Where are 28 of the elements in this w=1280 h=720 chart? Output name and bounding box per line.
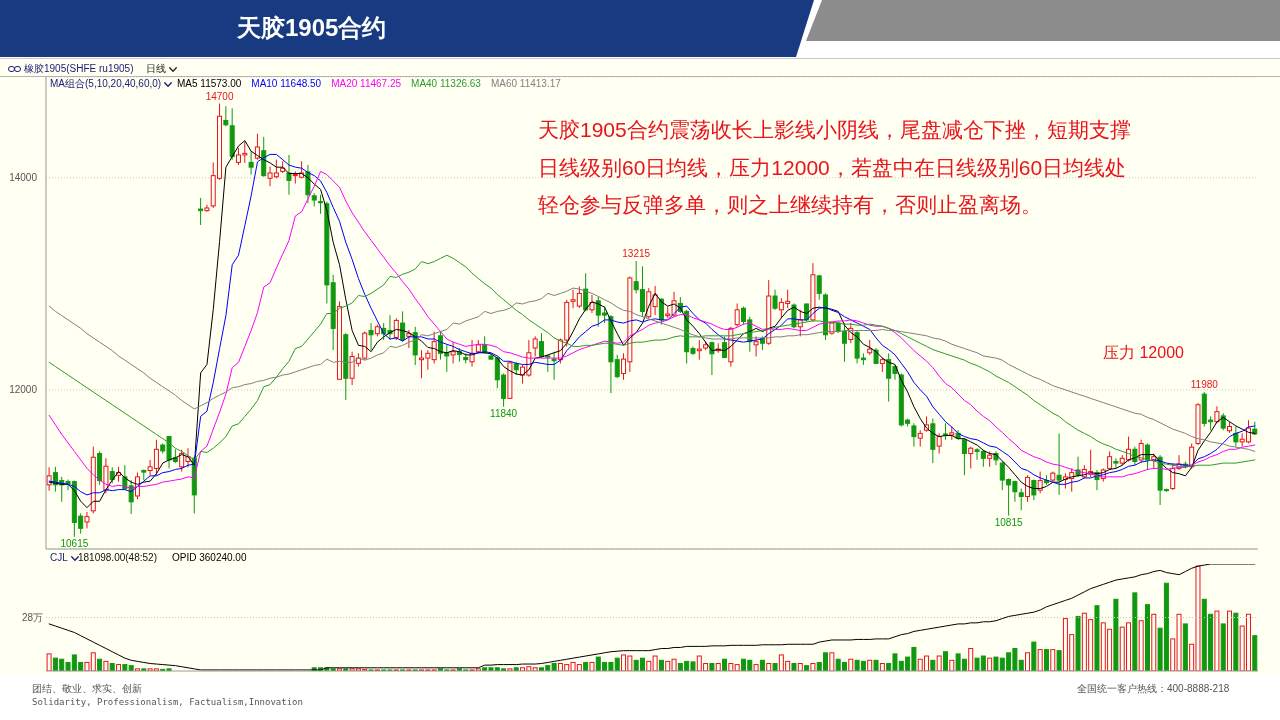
annotation: 10615 <box>60 537 89 550</box>
annotation: 11980 <box>1190 379 1218 392</box>
ref-line-label: 28万 <box>21 612 43 623</box>
y-tick-label: 12000 <box>9 384 38 396</box>
annotation: 10815 <box>994 516 1023 529</box>
legend-title: MA组合(5,10,20,40,60,0) <box>50 78 162 90</box>
text: Solidarity, Professionalism, Factualism,Innovation <box>32 697 303 708</box>
annotation: 11840 <box>490 407 518 420</box>
text: 团结、敬业、求实、创新 <box>32 683 142 695</box>
text: 日线 <box>146 63 166 75</box>
text: OPID 360240.00 <box>172 552 247 564</box>
text: MA10 11648.50 <box>251 78 322 90</box>
annotation: 14700 <box>205 90 234 103</box>
text: 181098.00(48:52) <box>78 552 157 564</box>
annotation: 压力 12000 <box>1103 343 1184 363</box>
text: 橡胶1905(SHFE ru1905) <box>24 63 134 75</box>
text: MA40 11326.63 <box>411 78 481 90</box>
annotation: 天胶1905合约震荡收长上影线小阴线，尾盘减仓下挫，短期支撑 <box>538 117 1131 143</box>
text: MA60 11413.17 <box>490 78 561 90</box>
text: 全国统一客户热线：400-8888-218 <box>1077 683 1230 695</box>
text: MA5 11573.00 <box>177 78 242 90</box>
legend-title: CJL <box>50 552 68 564</box>
y-tick-label: 14000 <box>9 172 38 184</box>
annotation: 13215 <box>622 248 651 261</box>
chart-title: 天胶1905合约 <box>237 14 387 43</box>
annotation: 轻仓参与反弹多单，则之上继续持有，否则止盈离场。 <box>538 192 1042 218</box>
annotation: 日线级别60日均线，压力12000，若盘中在日线级别60日均线处 <box>538 155 1127 181</box>
text: MA20 11467.25 <box>331 78 402 90</box>
